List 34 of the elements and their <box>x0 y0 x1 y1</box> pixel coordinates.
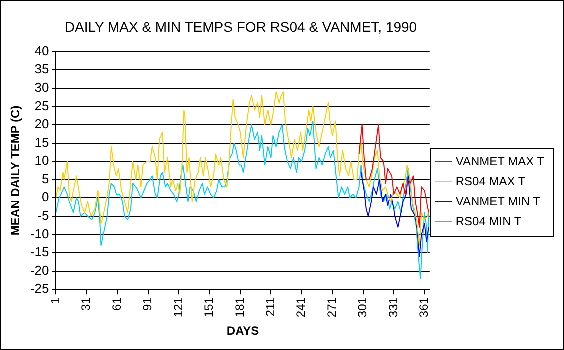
y-tick-label: 5 <box>42 171 50 186</box>
y-tick-label: -10 <box>30 226 50 242</box>
y-tick-label: 20 <box>34 116 50 132</box>
x-tick-label: 121 <box>171 297 186 318</box>
chart-title: DAILY MAX & MIN TEMPS FOR RS04 & VANMET, 1990 <box>64 19 418 35</box>
legend-label: RS04 MAX T <box>456 174 526 188</box>
x-tick-label: 211 <box>264 297 278 317</box>
x-tick-label: 301 <box>356 297 370 318</box>
y-tick-label: 0 <box>42 190 50 205</box>
y-tick-label: 25 <box>34 98 50 114</box>
y-tick-label: -15 <box>30 244 50 260</box>
x-tick-label: 361 <box>417 297 432 318</box>
y-tick-label: 35 <box>34 62 50 77</box>
x-tick-label: 31 <box>79 297 94 311</box>
x-tick-label: 61 <box>110 297 124 311</box>
y-tick-label: 10 <box>34 153 50 168</box>
y-tick-label: -5 <box>38 208 50 223</box>
legend-label: VANMET MAX T <box>456 154 546 168</box>
y-tick-label: 30 <box>34 80 50 95</box>
x-tick-label: 181 <box>232 297 247 318</box>
legend-label: VANMET MIN T <box>456 194 542 208</box>
x-tick-label: 241 <box>294 297 308 318</box>
y-tick-label: 15 <box>34 134 50 150</box>
y-tick-label: 40 <box>34 43 50 58</box>
x-tick-label: 151 <box>202 297 216 318</box>
x-tick-label: 271 <box>324 297 339 318</box>
x-tick-label: 91 <box>140 297 155 311</box>
x-axis-title: DAYS <box>226 324 260 338</box>
x-tick-label: 331 <box>386 297 400 318</box>
y-tick-label: -25 <box>30 281 50 296</box>
legend-label: RS04 MIN T <box>456 214 522 228</box>
y-axis-title: MEAN DAILY TEMP (C) <box>8 106 23 236</box>
y-tick-label: -20 <box>30 262 50 278</box>
x-tick-label: 1 <box>48 297 62 304</box>
